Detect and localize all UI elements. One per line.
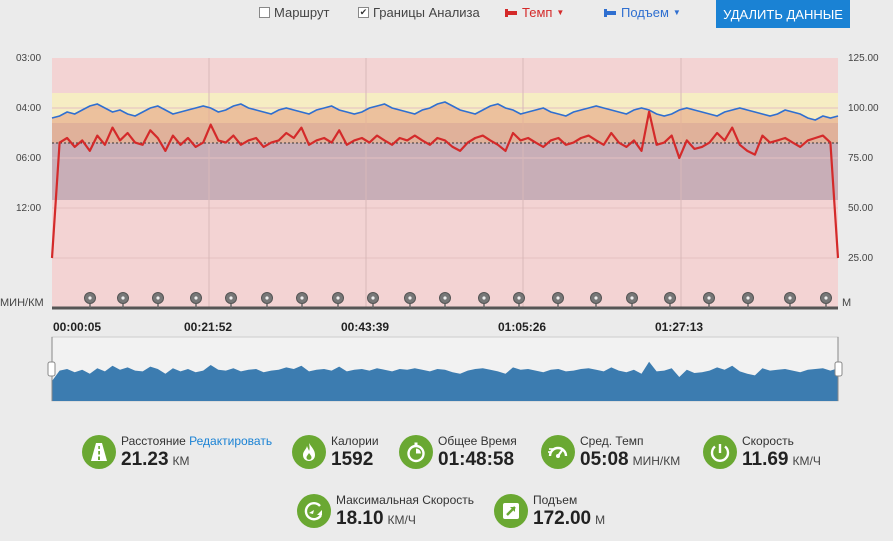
y-left-tick: 03:00 (16, 53, 42, 64)
lap-marker[interactable] (552, 292, 564, 309)
lap-marker[interactable] (117, 292, 129, 309)
analysis-bounds-label: Границы Анализа (373, 5, 480, 20)
y-left-tick: 12:00 (16, 203, 42, 214)
lap-marker[interactable] (296, 292, 308, 309)
lap-marker[interactable] (439, 292, 451, 309)
y-right-tick: 25.00 (848, 253, 874, 264)
stat-calories-label: Калории (331, 434, 379, 448)
stat-total-time-label: Общее Время (438, 434, 517, 448)
lap-marker[interactable] (190, 292, 202, 309)
stat-speed-label: Скорость (742, 434, 794, 448)
route-toggle[interactable]: Маршрут (259, 5, 329, 20)
stat-max-speed: Максимальная Скорость 18.10 КМ/Ч (297, 493, 474, 530)
y-right-tick: 75.00 (848, 153, 874, 164)
stat-max-speed-value: 18.10 (336, 508, 384, 529)
route-label: Маршрут (274, 5, 330, 20)
route-checkbox[interactable] (259, 7, 270, 18)
climb-icon (494, 494, 528, 528)
overview-area (52, 361, 838, 401)
lap-marker[interactable] (820, 292, 832, 309)
road-icon (82, 435, 116, 469)
y-right-tick: 50.00 (848, 203, 874, 214)
max-speed-icon (297, 494, 331, 528)
y-left-unit: МИН/КМ (0, 297, 44, 309)
lap-marker[interactable] (332, 292, 344, 309)
elevation-legend-label: Подъем (621, 5, 669, 20)
overview-right-handle[interactable] (834, 361, 843, 377)
elevation-line (51, 101, 839, 121)
elevation-legend-dropdown[interactable]: Подъем ▼ (604, 5, 681, 20)
stat-distance: Расстояние Редактировать 21.23 КМ (82, 434, 272, 471)
stat-max-speed-label: Максимальная Скорость (336, 493, 475, 507)
pace-line (50, 110, 840, 259)
stat-calories-value: 1592 (331, 449, 374, 470)
edit-distance-link[interactable]: Редактировать (189, 434, 273, 448)
lap-marker[interactable] (513, 292, 525, 309)
stat-climb-value: 172.00 (533, 508, 592, 529)
analysis-bounds-toggle[interactable]: ✔ Границы Анализа (358, 5, 480, 20)
y-left-tick: 04:00 (16, 103, 42, 114)
timeline-label: 01:05:26 (498, 320, 547, 334)
pace-legend-swatch (505, 8, 517, 17)
lap-marker[interactable] (703, 292, 715, 309)
overview-left-handle[interactable] (47, 361, 56, 377)
y-right-tick: 125.00 (848, 53, 879, 64)
pace-legend-dropdown[interactable]: Темп ▼ (505, 5, 564, 20)
lap-marker[interactable] (404, 292, 416, 309)
lap-marker[interactable] (784, 292, 796, 309)
pace-legend-label: Темп (522, 5, 553, 20)
stat-speed: Скорость 11.69 КМ/Ч (703, 434, 821, 471)
y-right-unit: М (842, 297, 852, 309)
chevron-down-icon: ▼ (672, 8, 681, 17)
stat-speed-value: 11.69 (742, 449, 789, 470)
timeline-label: 00:21:52 (184, 320, 233, 334)
lap-marker[interactable] (225, 292, 237, 309)
stat-distance-unit: КМ (172, 454, 190, 468)
stat-climb-unit: М (595, 513, 606, 527)
pace-elevation-chart[interactable] (0, 0, 893, 320)
analysis-bounds-checkbox[interactable]: ✔ (358, 7, 369, 18)
gauge-icon (703, 435, 737, 469)
y-left-tick: 06:00 (16, 153, 42, 164)
stat-distance-label: Расстояние (121, 434, 186, 448)
lap-marker[interactable] (626, 292, 638, 309)
stat-avg-pace-label: Сред. Темп (580, 434, 644, 448)
stat-avg-pace: Сред. Темп 05:08 МИН/КМ (541, 434, 680, 471)
stat-speed-unit: КМ/Ч (792, 454, 821, 468)
timeline-label: 01:27:13 (655, 320, 704, 334)
stat-total-time: Общее Время 01:48:58 (399, 434, 517, 471)
stat-climb: Подъем 172.00 М (494, 493, 605, 530)
speedometer-icon (541, 435, 575, 469)
lap-marker[interactable] (367, 292, 379, 309)
flame-icon (292, 435, 326, 469)
stat-max-speed-unit: КМ/Ч (387, 513, 416, 527)
overview-navigator[interactable] (0, 335, 893, 405)
lap-marker[interactable] (664, 292, 676, 309)
stat-avg-pace-value: 05:08 (580, 449, 629, 470)
elevation-legend-swatch (604, 8, 616, 17)
stopwatch-icon (399, 435, 433, 469)
stat-calories: Калории 1592 (292, 434, 379, 471)
lap-marker[interactable] (84, 292, 96, 309)
lap-marker[interactable] (261, 292, 273, 309)
lap-marker[interactable] (590, 292, 602, 309)
timeline-label: 00:00:05 (53, 320, 102, 334)
stat-avg-pace-unit: МИН/КМ (632, 454, 681, 468)
lap-marker[interactable] (152, 292, 164, 309)
stat-climb-label: Подъем (533, 493, 578, 507)
chevron-down-icon: ▼ (556, 8, 565, 17)
stat-total-time-value: 01:48:58 (438, 449, 515, 470)
stat-distance-value: 21.23 (121, 449, 169, 470)
delete-data-button[interactable]: УДАЛИТЬ ДАННЫЕ (716, 0, 850, 28)
elevation-area (52, 102, 838, 143)
lap-marker[interactable] (742, 292, 754, 309)
lap-marker[interactable] (478, 292, 490, 309)
y-right-tick: 100.00 (848, 103, 879, 114)
timeline-label: 00:43:39 (341, 320, 390, 334)
chart-toolbar: Маршрут ✔ Границы Анализа Темп ▼ Подъем … (0, 0, 893, 32)
